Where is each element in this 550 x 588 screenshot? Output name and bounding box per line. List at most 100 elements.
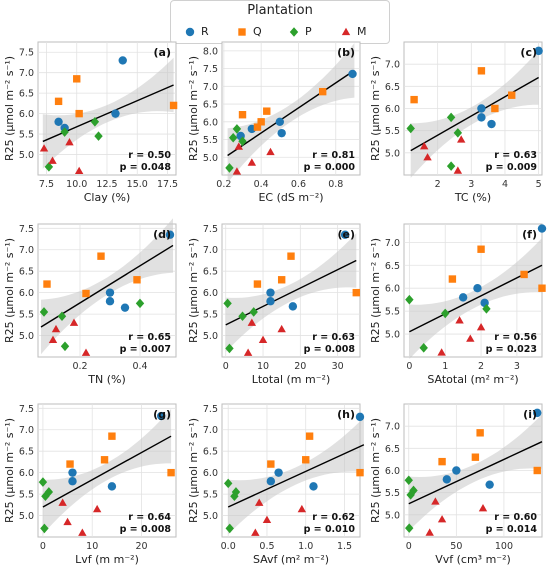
point-R bbox=[533, 408, 542, 418]
point-R bbox=[477, 113, 486, 122]
p-value: p = 0.014 bbox=[486, 524, 538, 535]
point-P bbox=[405, 523, 414, 533]
point-Q bbox=[54, 97, 63, 106]
point-M bbox=[258, 335, 268, 343]
point-Q bbox=[477, 245, 485, 253]
y-tick-label: 7.5 bbox=[19, 48, 34, 59]
point-R bbox=[458, 293, 468, 302]
p-value: p = 0.010 bbox=[304, 524, 356, 535]
x-tick-label: 30 bbox=[332, 361, 344, 372]
x-axis-label: TC (%) bbox=[454, 191, 491, 204]
panel-label: (c) bbox=[520, 46, 537, 59]
legend-marker-shape-P bbox=[289, 26, 299, 37]
point-Q bbox=[302, 456, 310, 464]
p-value: p = 0.008 bbox=[304, 344, 356, 355]
panel-f: 5.0 5.5 6.0 6.5 7.0 0 1 2 3 (f) r = 0.56p = 0.023 S… bbox=[369, 223, 547, 386]
y-tick-label: 7.5 bbox=[19, 224, 34, 235]
point-P bbox=[404, 475, 413, 486]
legend-item-M: M bbox=[341, 25, 367, 38]
y-tick-label: 5.0 bbox=[385, 510, 400, 521]
legend-item-P: P bbox=[289, 25, 312, 38]
y-tick-label: 7.5 bbox=[203, 224, 218, 235]
point-R bbox=[348, 69, 357, 79]
point-P bbox=[446, 112, 456, 123]
panel-label: (a) bbox=[154, 46, 171, 59]
panel-label: (h) bbox=[337, 408, 355, 421]
legend-label-M: M bbox=[357, 25, 367, 38]
y-tick-label: 6.0 bbox=[203, 288, 218, 299]
x-tick-label: 0.4 bbox=[132, 361, 147, 372]
p-value: p = 0.008 bbox=[120, 524, 172, 535]
y-tick-label: 5.5 bbox=[19, 310, 34, 321]
point-P bbox=[135, 298, 145, 309]
y-tick-label: 7.0 bbox=[385, 422, 400, 433]
point-Q bbox=[253, 123, 262, 131]
y-axis-label: R25 (μmol m⁻² s⁻¹) bbox=[187, 56, 200, 161]
point-Q bbox=[319, 87, 327, 96]
y-tick-label: 6.0 bbox=[19, 468, 34, 479]
point-Q bbox=[73, 75, 81, 83]
point-Q bbox=[167, 468, 175, 477]
point-M bbox=[466, 334, 475, 342]
panel-label: (i) bbox=[523, 408, 537, 421]
x-tick-label: 1.5 bbox=[337, 541, 352, 552]
panel-d: 5.0 5.5 6.0 6.5 7.0 7.5 0.2 0.4 (d) r = 0.65p = 0… bbox=[3, 218, 177, 386]
point-M bbox=[243, 348, 253, 356]
point-M bbox=[262, 515, 272, 523]
point-Q bbox=[253, 280, 262, 288]
point-P bbox=[230, 491, 239, 502]
r-value: r = 0.50 bbox=[128, 150, 171, 161]
point-M bbox=[48, 335, 58, 343]
y-tick-label: 7.0 bbox=[19, 425, 34, 436]
point-P bbox=[60, 341, 70, 352]
point-P bbox=[225, 523, 234, 534]
x-tick-label: 10 bbox=[257, 361, 269, 372]
y-axis-label: R25 (μmol m⁻² s⁻¹) bbox=[3, 56, 16, 161]
point-P bbox=[94, 131, 103, 141]
point-Q bbox=[533, 466, 541, 475]
regression-line bbox=[408, 441, 543, 505]
point-R bbox=[487, 119, 496, 129]
point-Q bbox=[108, 432, 116, 440]
y-tick-label: 6.5 bbox=[203, 447, 218, 458]
legend-marker-shape-M bbox=[341, 27, 351, 35]
legend-marker-Q bbox=[238, 27, 246, 36]
point-P bbox=[406, 123, 415, 134]
point-R bbox=[266, 288, 275, 297]
x-tick-label: 12.5 bbox=[96, 179, 117, 190]
y-tick-label: 5.5 bbox=[385, 307, 400, 318]
point-P bbox=[238, 136, 247, 147]
y-tick-label: 6.0 bbox=[385, 284, 400, 295]
p-value: p = 0.023 bbox=[486, 344, 537, 355]
point-Q bbox=[356, 468, 364, 477]
point-Q bbox=[305, 432, 314, 440]
regression-line bbox=[410, 76, 539, 152]
point-P bbox=[90, 117, 100, 127]
x-tick-label: 15.0 bbox=[127, 179, 148, 190]
point-Q bbox=[66, 460, 74, 468]
panel-label: (d) bbox=[153, 228, 171, 241]
r-value: r = 0.81 bbox=[312, 150, 355, 161]
legend-marker-R bbox=[185, 27, 195, 36]
panel-h: 5.0 5.5 6.0 6.5 7.0 7.5 0.0 0.5 1.0 1.5 (h) r = 0.6… bbox=[187, 403, 365, 566]
point-Q bbox=[520, 270, 528, 279]
point-Q bbox=[133, 276, 141, 284]
y-tick-label: 5.0 bbox=[19, 331, 34, 342]
point-P bbox=[446, 161, 456, 171]
panel-g: 5.0 5.5 6.0 6.5 7.0 7.5 0 10 20 (g) r = 0.64p = 0.… bbox=[3, 403, 177, 566]
point-Q bbox=[238, 111, 247, 119]
point-M bbox=[431, 497, 440, 505]
x-tick-label: 0.5 bbox=[259, 541, 274, 552]
point-R bbox=[277, 128, 286, 138]
p-value: p = 0.007 bbox=[120, 344, 171, 355]
y-tick-label: 6.5 bbox=[385, 82, 400, 93]
legend-marker-P bbox=[289, 26, 299, 37]
point-R bbox=[485, 480, 494, 489]
point-R bbox=[68, 477, 77, 486]
point-P bbox=[453, 128, 463, 138]
point-M bbox=[453, 166, 463, 174]
point-R bbox=[274, 468, 283, 477]
y-tick-label: 6.5 bbox=[19, 267, 34, 278]
point-R bbox=[120, 303, 130, 312]
